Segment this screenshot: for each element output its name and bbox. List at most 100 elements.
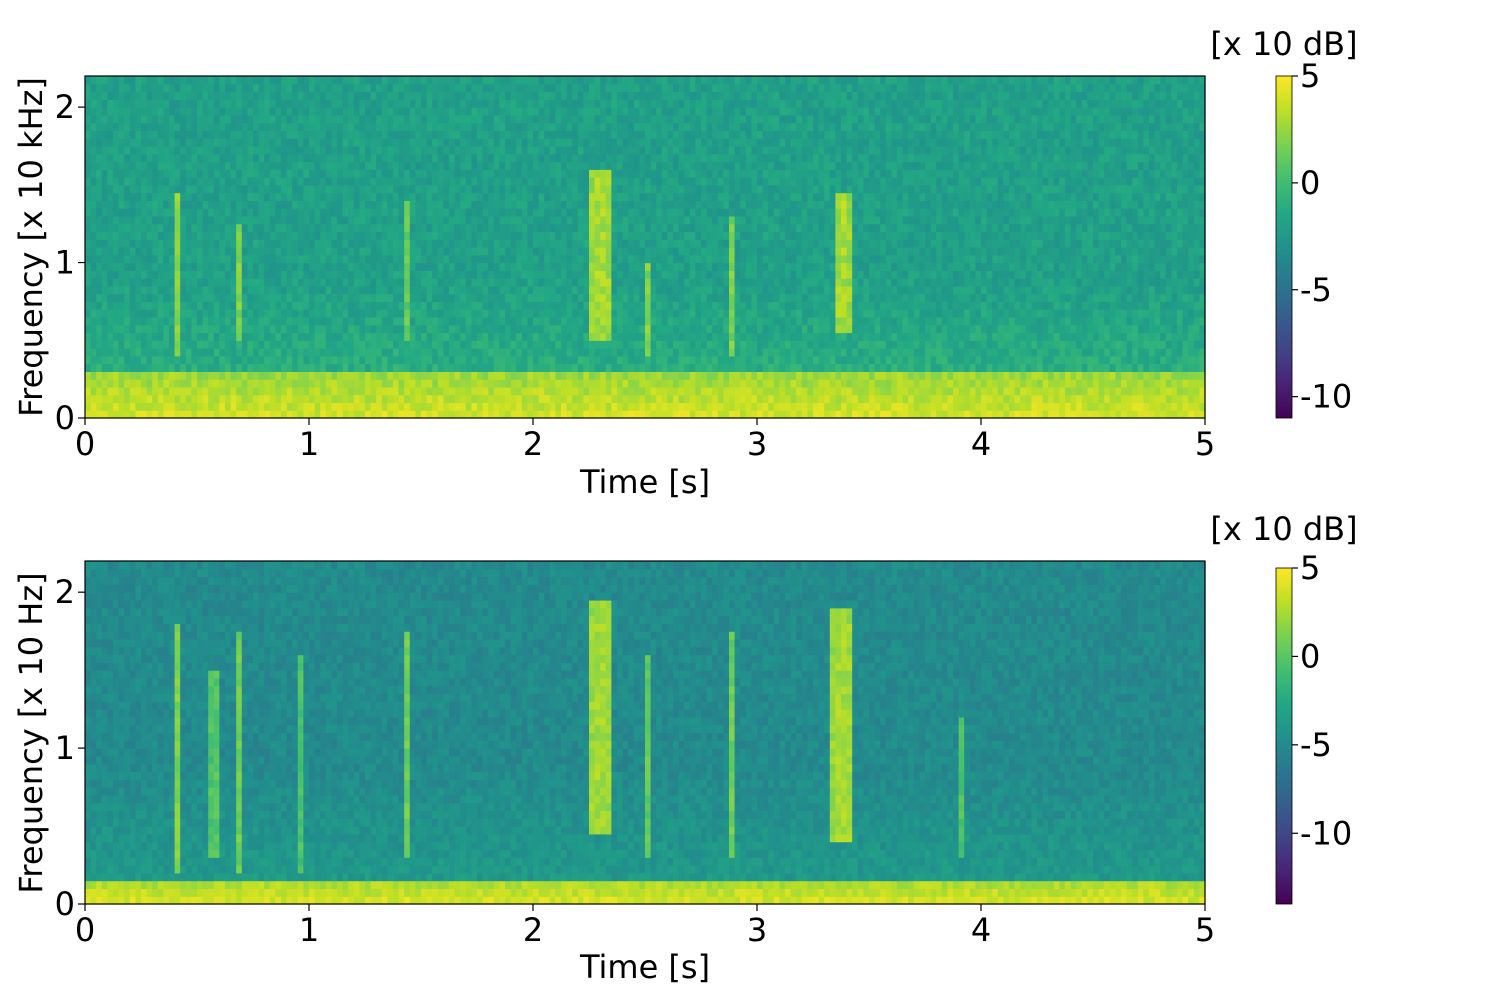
- heatmap-cell: [477, 278, 484, 287]
- heatmap-cell: [555, 114, 562, 124]
- heatmap-cell: [185, 348, 192, 357]
- heatmap-cell: [393, 114, 400, 124]
- heatmap-cell: [415, 293, 422, 303]
- heatmap-cell: [499, 99, 506, 108]
- heatmap-cell: [213, 394, 220, 404]
- heatmap-cell: [146, 285, 153, 295]
- heatmap-cell: [432, 130, 439, 139]
- heatmap-cell: [370, 76, 377, 85]
- heatmap-cell: [281, 355, 288, 365]
- heatmap-cell: [180, 192, 187, 201]
- heatmap-cell: [600, 332, 607, 341]
- heatmap-cell: [180, 309, 187, 318]
- heatmap-cell: [583, 278, 590, 287]
- heatmap-cell: [527, 200, 534, 209]
- heatmap-cell: [684, 138, 691, 147]
- heatmap-cell: [258, 285, 265, 295]
- heatmap-cell: [348, 355, 355, 365]
- heatmap-cell: [286, 309, 293, 318]
- heatmap-cell: [297, 161, 304, 170]
- heatmap-cell: [706, 394, 713, 404]
- heatmap-cell: [393, 363, 400, 372]
- heatmap-cell: [253, 184, 260, 194]
- heatmap-cell: [521, 348, 528, 357]
- heatmap-cell: [449, 200, 456, 209]
- heatmap-cell: [269, 348, 276, 357]
- heatmap-cell: [118, 138, 125, 147]
- heatmap-cell: [493, 363, 500, 372]
- heatmap-cell: [673, 208, 680, 217]
- heatmap-cell: [432, 91, 439, 100]
- heatmap-cell: [460, 285, 467, 295]
- heatmap-cell: [404, 324, 411, 334]
- heatmap-cell: [717, 379, 724, 388]
- heatmap-cell: [544, 348, 551, 357]
- heatmap-cell: [225, 223, 232, 233]
- heatmap-cell: [124, 76, 131, 85]
- heatmap-cell: [544, 138, 551, 147]
- heatmap-cell: [521, 169, 528, 178]
- heatmap-cell: [656, 410, 663, 419]
- heatmap-cell: [639, 161, 646, 170]
- heatmap-cell: [90, 231, 97, 240]
- heatmap-cell: [208, 122, 215, 132]
- heatmap-cell: [236, 348, 243, 357]
- heatmap-cell: [572, 223, 579, 233]
- heatmap-cell: [499, 293, 506, 303]
- heatmap-cell: [533, 355, 540, 365]
- heatmap-cell: [465, 200, 472, 209]
- heatmap-cell: [174, 247, 181, 256]
- heatmap-cell: [331, 107, 338, 116]
- heatmap-cell: [202, 153, 209, 163]
- heatmap-cell: [645, 208, 652, 217]
- heatmap-cell: [381, 402, 388, 411]
- heatmap-cell: [365, 130, 372, 139]
- heatmap-cell: [555, 99, 562, 108]
- heatmap-cell: [572, 231, 579, 240]
- heatmap-cell: [594, 200, 601, 209]
- heatmap-cell: [488, 107, 495, 116]
- heatmap-cell: [622, 247, 629, 256]
- heatmap-cell: [353, 340, 360, 349]
- heatmap-cell: [645, 169, 652, 178]
- heatmap-cell: [549, 309, 556, 318]
- heatmap-cell: [421, 309, 428, 318]
- heatmap-cell: [555, 316, 562, 326]
- heatmap-cell: [673, 262, 680, 271]
- heatmap-cell: [96, 254, 103, 264]
- heatmap-cell: [449, 293, 456, 303]
- heatmap-cell: [566, 231, 573, 240]
- heatmap-cell: [163, 340, 170, 349]
- heatmap-cell: [107, 231, 114, 240]
- heatmap-cell: [180, 177, 187, 186]
- heatmap-cell: [124, 355, 131, 365]
- heatmap-cell: [549, 340, 556, 349]
- heatmap-cell: [241, 371, 248, 380]
- heatmap-cell: [617, 332, 624, 341]
- heatmap-cell: [225, 247, 232, 256]
- heatmap-cell: [314, 200, 321, 209]
- heatmap-cell: [331, 379, 338, 388]
- heatmap-cell: [488, 130, 495, 139]
- heatmap-cell: [594, 107, 601, 116]
- heatmap-cell: [493, 386, 500, 396]
- heatmap-cell: [101, 355, 108, 365]
- heatmap-cell: [594, 332, 601, 341]
- heatmap-cell: [101, 177, 108, 186]
- heatmap-cell: [454, 410, 461, 419]
- heatmap-cell: [594, 309, 601, 318]
- heatmap-cell: [493, 247, 500, 256]
- heatmap-cell: [449, 363, 456, 372]
- heatmap-cell: [225, 138, 232, 147]
- heatmap-cell: [376, 223, 383, 233]
- heatmap-cell: [415, 184, 422, 194]
- heatmap-cell: [689, 324, 696, 334]
- heatmap-cell: [348, 379, 355, 388]
- heatmap-cell: [225, 301, 232, 310]
- heatmap-cell: [101, 192, 108, 201]
- heatmap-cell: [241, 138, 248, 147]
- heatmap-cell: [124, 91, 131, 100]
- heatmap-cell: [213, 270, 220, 279]
- heatmap-cell: [169, 247, 176, 256]
- heatmap-cell: [129, 247, 136, 256]
